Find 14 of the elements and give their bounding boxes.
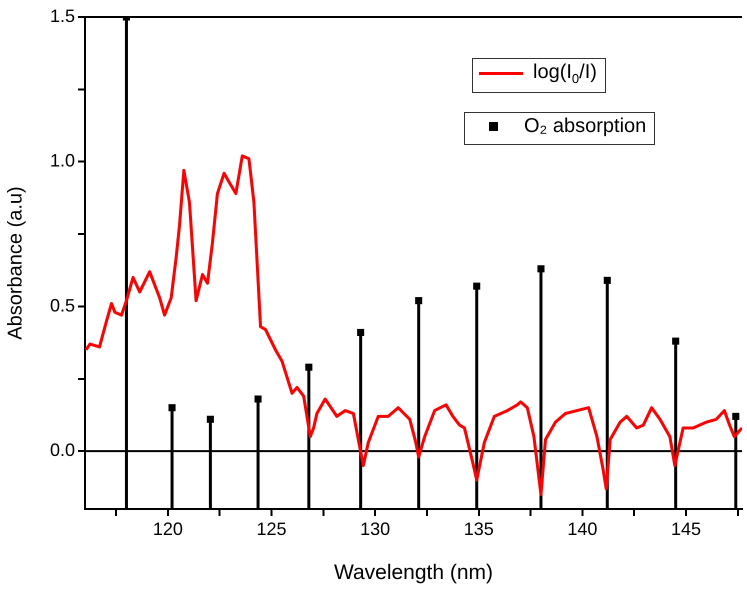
y-tick-label: 1.5 (50, 6, 75, 26)
x-tick-label: 135 (464, 518, 494, 539)
legend-label: O₂ absorption (524, 115, 646, 138)
x-tick-label: 125 (256, 518, 287, 539)
y-tick-label: 0.5 (50, 295, 75, 316)
x-tick-label: 130 (360, 518, 390, 539)
y-tick-label: 1.0 (50, 150, 75, 171)
x-tick-label: 140 (567, 518, 598, 539)
x-axis-title: Wavelength (nm) (334, 561, 494, 584)
x-tick-label: 120 (152, 518, 183, 539)
legend-label: log(I$_{0}$/I) (533, 61, 597, 86)
x-tick-label: 145 (671, 518, 702, 539)
y-tick-label: 0.0 (50, 440, 75, 460)
y-axis-title: Absorbance (a.u) (4, 186, 27, 340)
